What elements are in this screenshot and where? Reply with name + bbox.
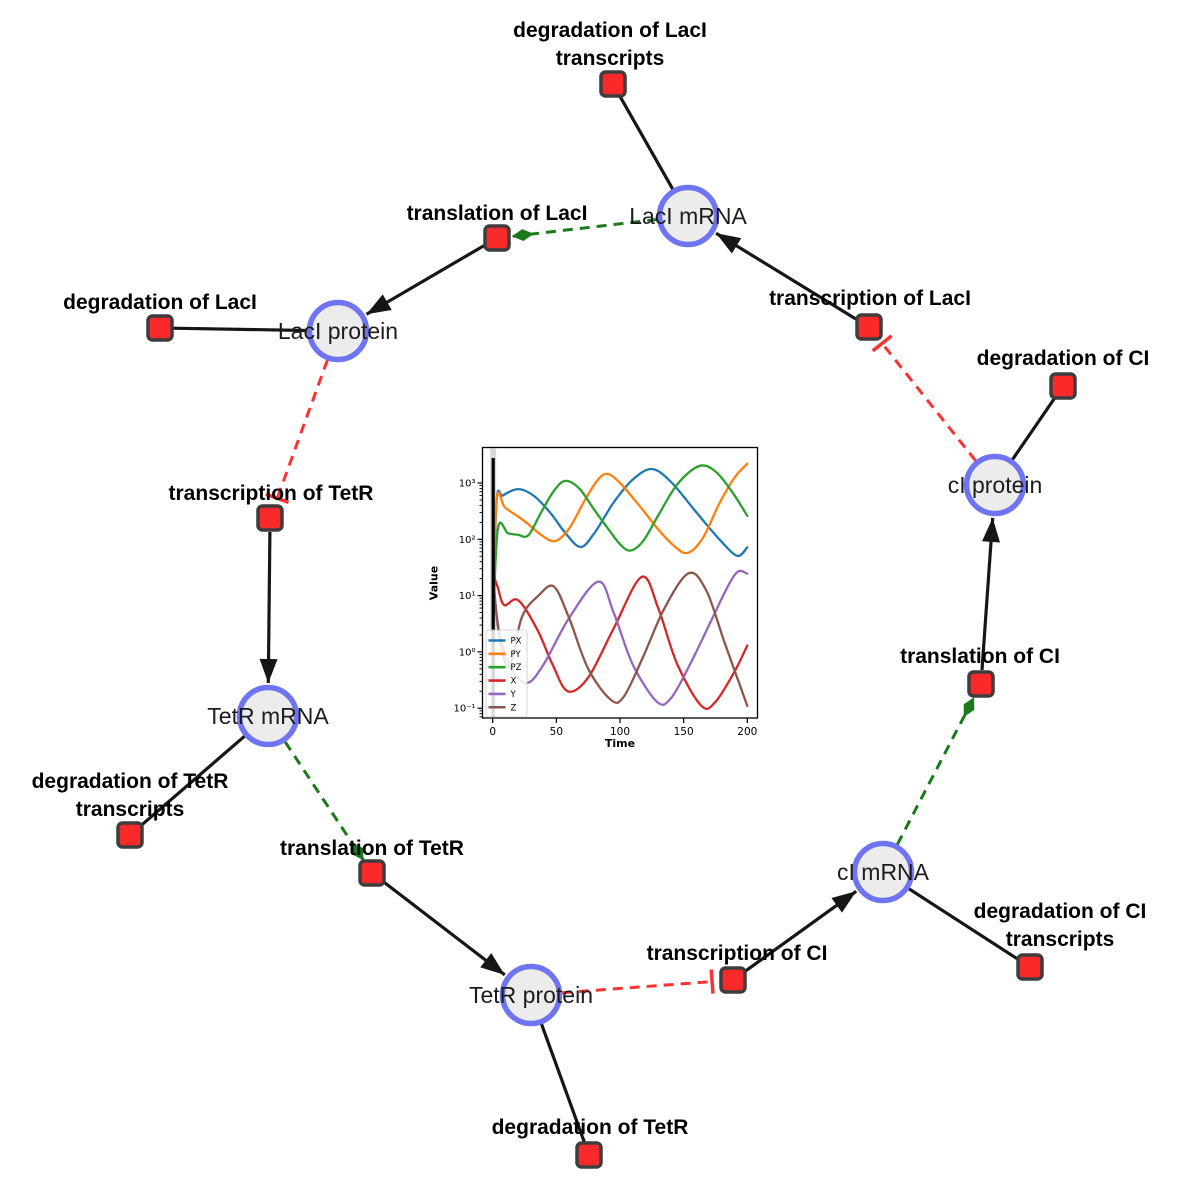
edge-ci-protein-to-transcription-of-laci [871, 334, 977, 462]
x-tick-label: 100 [610, 726, 630, 738]
species-label-tetr-mrna: TetR mRNA [207, 703, 329, 729]
species-label-laci-protein: LacI protein [278, 318, 398, 344]
legend-label-PZ: PZ [511, 663, 522, 673]
reaction-node-degradation-of-tetr [575, 1141, 603, 1169]
edge-translation-of-ci-to-ci-protein [980, 517, 1000, 671]
y-tick-label: 10² [459, 535, 476, 546]
legend-label-Z: Z [511, 703, 517, 713]
reaction-node-transcription-of-ci [719, 966, 747, 994]
reaction-node-translation-of-laci [483, 224, 511, 252]
reaction-label-degradation-of-laci: degradation of LacI [63, 291, 257, 314]
edge-transcription-of-ci-to-ci-mrna [743, 890, 858, 974]
reaction-label-degradation-of-ci-transcripts: transcripts [1006, 928, 1115, 951]
y-axis-label: Value [427, 565, 441, 601]
reaction-label-degradation-of-tetr-transcripts: transcripts [76, 798, 185, 821]
reaction-label-degradation-of-ci-transcripts: degradation of CI [974, 900, 1147, 923]
edge-translation-of-laci-to-laci-protein [365, 243, 486, 316]
edge-ci-protein-to-degradation-of-ci [1010, 394, 1058, 462]
species-label-tetr-protein: TetR protein [469, 982, 593, 1008]
y-tick-label: 10⁰ [459, 647, 476, 658]
series-line-X [491, 572, 749, 710]
reaction-label-degradation-of-tetr: degradation of TetR [492, 1116, 689, 1139]
chart-canvas: 10⁻¹ 10⁰ 10¹ 10² 10³ 0 50 100 150 200 PX PY PZ XYZ [453, 446, 759, 738]
edge-laci-mrna-to-translation-of-laci [511, 218, 658, 242]
species-node-laci-mrna [656, 184, 720, 248]
reaction-node-transcription-of-laci [855, 313, 883, 341]
legend-label-PX: PX [511, 637, 522, 647]
reaction-label-translation-of-tetr: translation of TetR [280, 837, 464, 860]
edge-transcription-of-laci-to-laci-mrna [715, 231, 858, 322]
edge-ci-mrna-to-translation-of-ci [895, 697, 975, 846]
legend-label-Y: Y [510, 690, 517, 700]
species-node-laci-protein [306, 299, 370, 363]
edge-laci-protein-to-transcription-of-tetr [265, 359, 329, 505]
y-tick-label: 10¹ [459, 591, 476, 602]
edge-laci-protein-to-degradation-of-laci [171, 326, 309, 333]
reaction-node-degradation-of-laci-transcripts [599, 70, 627, 98]
edge-tetr-protein-to-degradation-of-tetr [539, 1022, 587, 1145]
series-line-PZ [491, 464, 749, 637]
y-tick-label: 10⁻¹ [453, 704, 475, 715]
legend-label-PY: PY [511, 650, 522, 660]
legend-box [485, 629, 528, 718]
reaction-node-degradation-of-ci-transcripts [1016, 953, 1044, 981]
reaction-node-transcription-of-tetr [256, 504, 284, 532]
reaction-label-degradation-of-ci: degradation of CI [977, 347, 1150, 370]
species-label-ci-protein: cI protein [948, 472, 1043, 498]
edge-tetr-protein-to-transcription-of-ci [561, 969, 715, 995]
reaction-label-degradation-of-laci-transcripts: transcripts [556, 47, 665, 70]
species-label-laci-mrna: LacI mRNA [629, 203, 747, 229]
reaction-label-transcription-of-ci: transcription of CI [647, 942, 828, 965]
reaction-node-translation-of-ci [967, 670, 995, 698]
edge-tetr-mrna-to-translation-of-tetr [283, 740, 365, 861]
reaction-node-degradation-of-ci [1049, 372, 1077, 400]
edge-laci-mrna-to-degradation-of-laci-transcripts [617, 93, 675, 191]
species-node-tetr-mrna [236, 684, 300, 748]
edge-ci-mrna-to-degradation-of-ci-transcripts [907, 886, 1021, 962]
legend-label-X: X [511, 677, 517, 687]
edge-translation-of-tetr-to-tetr-protein [382, 880, 506, 977]
species-node-tetr-protein [499, 963, 563, 1027]
reaction-label-translation-of-ci: translation of CI [900, 645, 1060, 668]
x-tick-label: 200 [737, 726, 757, 738]
reaction-label-degradation-of-tetr-transcripts: degradation of TetR [32, 770, 229, 793]
reaction-label-degradation-of-laci-transcripts: degradation of LacI [513, 19, 707, 42]
x-tick-label: 50 [550, 726, 563, 738]
reaction-node-degradation-of-tetr-transcripts [116, 821, 144, 849]
reaction-node-degradation-of-laci [146, 314, 174, 342]
reaction-label-transcription-of-tetr: transcription of TetR [169, 482, 374, 505]
x-axis-label: Time [604, 737, 636, 750]
species-label-ci-mrna: cI mRNA [837, 859, 930, 885]
species-node-ci-mrna [851, 840, 915, 904]
species-node-ci-protein [963, 453, 1027, 517]
reaction-label-translation-of-laci: translation of LacI [407, 202, 588, 225]
edge-tetr-mrna-to-degradation-of-tetr-transcripts [138, 734, 247, 829]
series-line-PY [491, 462, 749, 637]
y-tick-label: 10³ [459, 479, 476, 490]
x-tick-label: 0 [489, 726, 496, 738]
x-tick-label: 150 [674, 726, 694, 738]
inset-timecourse-chart: 10⁻¹ 10⁰ 10¹ 10² 10³ 0 50 100 150 200 PX PY PZ X Y Z Ti… [425, 435, 770, 780]
edge-transcription-of-tetr-to-tetr-mrna [259, 531, 278, 684]
reaction-label-transcription-of-laci: transcription of LacI [769, 287, 971, 310]
series-line-PX [491, 467, 749, 637]
reaction-node-translation-of-tetr [358, 859, 386, 887]
